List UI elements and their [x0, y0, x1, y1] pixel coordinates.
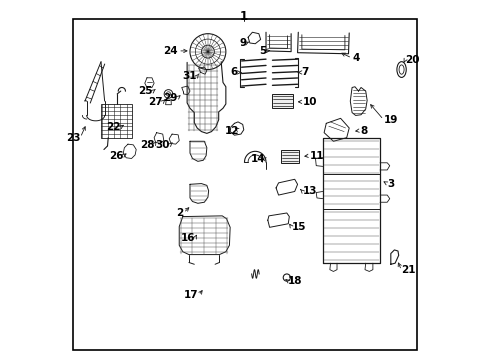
Text: 1: 1	[239, 10, 247, 23]
Text: 27: 27	[148, 97, 163, 107]
Text: 31: 31	[183, 71, 197, 81]
Text: 3: 3	[386, 179, 394, 189]
Text: 8: 8	[359, 126, 366, 135]
Text: 22: 22	[106, 122, 121, 132]
Text: 24: 24	[163, 46, 178, 56]
Bar	[281, 150, 298, 163]
Text: 20: 20	[405, 55, 419, 65]
Text: 4: 4	[351, 53, 359, 63]
Text: 29: 29	[163, 93, 177, 103]
Bar	[272, 94, 293, 108]
Text: 12: 12	[224, 126, 239, 135]
Text: 17: 17	[183, 291, 198, 301]
Text: 16: 16	[180, 233, 195, 243]
Text: 30: 30	[155, 140, 169, 150]
Text: 21: 21	[401, 265, 415, 275]
Text: 10: 10	[302, 97, 316, 107]
Text: 26: 26	[108, 150, 123, 161]
Text: 13: 13	[302, 186, 316, 197]
Text: 25: 25	[138, 86, 153, 96]
Text: 6: 6	[230, 67, 238, 77]
Bar	[101, 104, 131, 138]
Text: 5: 5	[259, 46, 266, 56]
Text: 9: 9	[239, 38, 246, 48]
Text: 14: 14	[250, 154, 265, 164]
Text: 18: 18	[287, 276, 302, 286]
Text: 15: 15	[291, 222, 305, 232]
Text: 7: 7	[301, 67, 308, 77]
Text: 11: 11	[309, 150, 324, 161]
Text: 23: 23	[65, 133, 80, 143]
Text: 2: 2	[176, 208, 183, 218]
Text: 19: 19	[383, 115, 397, 125]
Text: 28: 28	[140, 140, 154, 150]
